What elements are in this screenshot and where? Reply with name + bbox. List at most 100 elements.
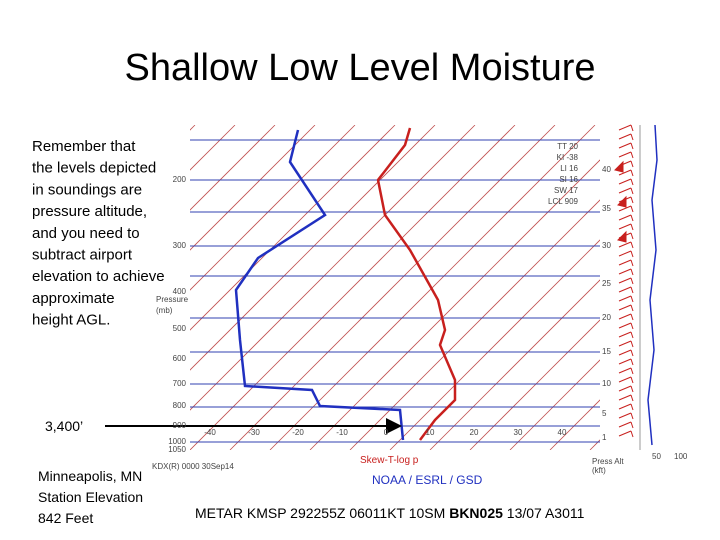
wind-barb bbox=[618, 187, 632, 194]
metar-text: 13/07 A3011 bbox=[503, 505, 585, 521]
wind-flag bbox=[617, 195, 627, 208]
temperature-profile bbox=[376, 127, 457, 441]
height-label: 5 bbox=[602, 409, 607, 418]
wind-axis-label: 100 bbox=[674, 452, 688, 461]
wind-flag bbox=[614, 160, 624, 173]
wind-barb bbox=[630, 196, 634, 204]
note-line: height AGL. bbox=[32, 312, 110, 329]
height-axis-title: Press Alt bbox=[592, 457, 624, 466]
height-label: 40 bbox=[602, 165, 611, 174]
isotherm bbox=[389, 239, 600, 450]
wind-barb bbox=[630, 421, 634, 429]
isotherm bbox=[509, 359, 600, 450]
pressure-label: 900 bbox=[173, 421, 187, 430]
wind-flag bbox=[617, 230, 627, 243]
wind-barb bbox=[630, 160, 634, 168]
temperature-label: -40 bbox=[204, 428, 216, 437]
wind-barb bbox=[630, 367, 634, 375]
diagram-name: Skew-T-log p bbox=[360, 455, 419, 466]
stability-index: LI 16 bbox=[560, 164, 578, 173]
wind-barb bbox=[630, 142, 634, 150]
wind-barb bbox=[630, 133, 634, 141]
isotherm bbox=[269, 125, 596, 450]
isotherm bbox=[670, 125, 720, 450]
temperature-label: 20 bbox=[470, 428, 479, 437]
pressure-label: 200 bbox=[173, 175, 187, 184]
wind-barb bbox=[618, 430, 632, 437]
wind-barb bbox=[618, 358, 632, 365]
source: NOAA / ESRL / GSD bbox=[372, 473, 483, 487]
isotherm bbox=[190, 125, 396, 331]
note-line: Remember that bbox=[32, 138, 136, 155]
wind-barb bbox=[630, 313, 634, 321]
isotherm bbox=[309, 159, 600, 450]
pressure-label: 700 bbox=[173, 379, 187, 388]
wind-barb bbox=[618, 268, 632, 275]
height-label: 35 bbox=[602, 204, 611, 213]
wind-barb bbox=[630, 124, 634, 132]
isotherm bbox=[229, 125, 556, 450]
note-line: elevation to achieve bbox=[32, 268, 165, 285]
wind-barb bbox=[618, 313, 632, 320]
wind-barb bbox=[618, 214, 632, 221]
isotherm bbox=[429, 279, 600, 450]
wind-barb bbox=[630, 268, 634, 276]
wind-barb bbox=[630, 394, 634, 402]
note-line: pressure altitude, bbox=[32, 203, 147, 220]
stability-index: LCL 909 bbox=[548, 197, 579, 206]
callout-label: 3,400’ bbox=[45, 418, 83, 434]
wind-barb bbox=[630, 412, 634, 420]
wind-barb bbox=[618, 286, 632, 293]
wind-barb bbox=[630, 214, 634, 222]
wind-barb bbox=[618, 331, 632, 338]
wind-barb bbox=[630, 223, 634, 231]
height-label: 10 bbox=[602, 379, 611, 388]
station-line: 842 Feet bbox=[38, 510, 93, 526]
pressure-label: 1050 bbox=[168, 445, 186, 454]
temperature-label: -10 bbox=[336, 428, 348, 437]
wind-barb bbox=[630, 403, 634, 411]
wind-barb bbox=[618, 304, 632, 311]
isotherm bbox=[469, 319, 600, 450]
isotherm bbox=[190, 125, 276, 211]
pressure-label: 500 bbox=[173, 324, 187, 333]
wind-barb bbox=[630, 241, 634, 249]
wind-barb bbox=[630, 331, 634, 339]
slide-title: Shallow Low Level Moisture bbox=[124, 47, 595, 89]
wind-barb bbox=[618, 223, 632, 230]
isotherm bbox=[190, 125, 436, 371]
temperature-label: 0 bbox=[384, 428, 389, 437]
wind-barb bbox=[630, 304, 634, 312]
wind-barb bbox=[630, 205, 634, 213]
station-line: Minneapolis, MN bbox=[38, 468, 142, 484]
height-label: 20 bbox=[602, 313, 611, 322]
wind-barb bbox=[618, 277, 632, 284]
wind-barb bbox=[618, 385, 632, 392]
wind-barb bbox=[618, 133, 632, 140]
metar-bold: BKN025 bbox=[449, 505, 503, 521]
stability-index: TT 20 bbox=[557, 142, 578, 151]
stability-index: SW 17 bbox=[554, 186, 579, 195]
wind-barb bbox=[630, 169, 634, 177]
height-axis-title: (kft) bbox=[592, 466, 606, 475]
wind-barb bbox=[618, 376, 632, 383]
wind-barb bbox=[618, 205, 632, 212]
wind-barb bbox=[618, 367, 632, 374]
temperature-label: 30 bbox=[514, 428, 523, 437]
isotherm bbox=[710, 125, 720, 450]
pressure-label: 400 bbox=[173, 287, 187, 296]
wind-barb bbox=[630, 376, 634, 384]
isotherm bbox=[190, 125, 476, 411]
wind-barb bbox=[630, 250, 634, 258]
wind-barb bbox=[618, 259, 632, 266]
stability-index: KI -38 bbox=[557, 153, 579, 162]
wind-barb bbox=[618, 412, 632, 419]
isotherm bbox=[630, 125, 720, 450]
isotherm bbox=[190, 125, 316, 251]
wind-barb bbox=[630, 151, 634, 159]
note-line: and you need to bbox=[32, 225, 140, 242]
wind-barb bbox=[630, 358, 634, 366]
isotherm bbox=[349, 199, 600, 450]
height-label: 30 bbox=[602, 241, 611, 250]
height-label: 1 bbox=[602, 433, 607, 442]
